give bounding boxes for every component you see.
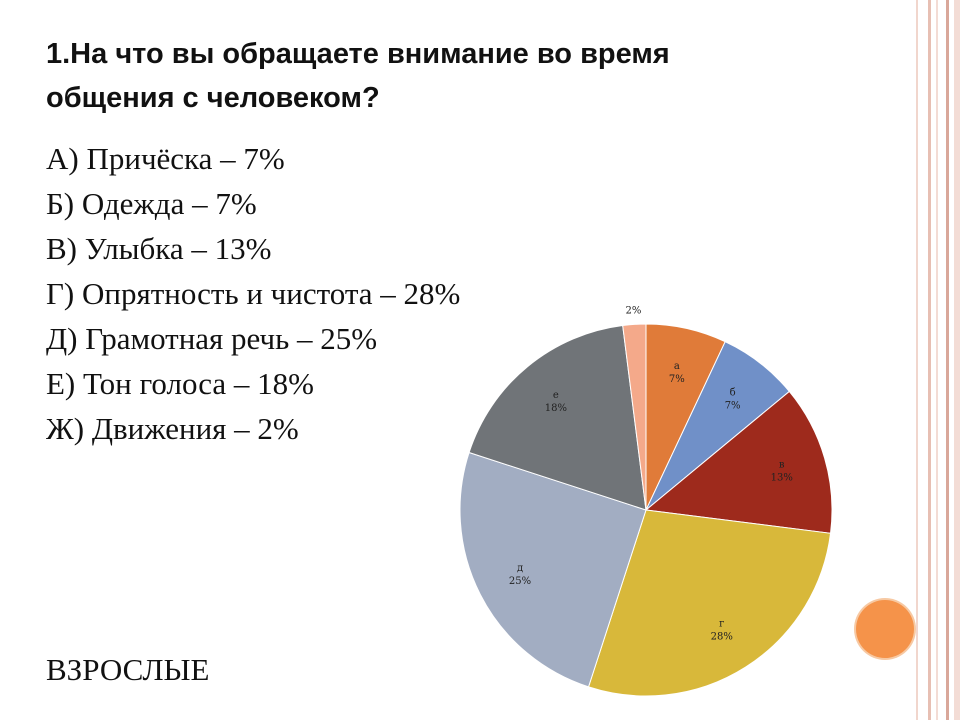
slice-percent-label: 18% bbox=[545, 403, 567, 414]
slice-percent-label: 7% bbox=[725, 400, 741, 411]
frame-stripe bbox=[916, 0, 918, 720]
slice-percent-label: 13% bbox=[771, 473, 793, 484]
slice-label-group: г 28% bbox=[711, 618, 733, 642]
slice-label-group: 2% bbox=[626, 305, 642, 316]
pie-slice bbox=[587, 509, 832, 697]
slice-label-group: е 18% bbox=[545, 390, 567, 414]
slice-letter-label: в bbox=[779, 460, 785, 471]
pie-slice bbox=[644, 390, 833, 534]
slice-letter-label: е bbox=[553, 390, 559, 401]
answer-item: Г) Опрятность и чистота – 28% bbox=[46, 276, 461, 311]
answer-list: А) Причёска – 7% Б) Одежда – 7% В) Улыбк… bbox=[46, 136, 460, 451]
slice-label-group: б 7% bbox=[725, 387, 741, 411]
pie-slice bbox=[468, 324, 647, 511]
pie-slice bbox=[622, 323, 647, 511]
slice-label-group: в 13% bbox=[771, 460, 793, 484]
page-title: 1.На что вы обращаете внимание во время … bbox=[46, 38, 670, 114]
answer-item: В) Улыбка – 13% bbox=[46, 231, 272, 266]
frame-stripe bbox=[946, 0, 949, 720]
slice-letter-label: б bbox=[730, 387, 736, 398]
answer-item: Е) Тон голоса – 18% bbox=[46, 366, 314, 401]
frame-stripe bbox=[936, 0, 938, 720]
frame-stripe bbox=[954, 0, 960, 720]
answer-item: Д) Грамотная речь – 25% bbox=[46, 321, 378, 356]
slice-percent-label: 2% bbox=[626, 305, 642, 316]
frame-stripe bbox=[928, 0, 931, 720]
slice-label-group: а 7% bbox=[669, 361, 685, 385]
slice-percent-label: 25% bbox=[509, 576, 531, 587]
slice-letter-label: д bbox=[517, 563, 523, 574]
slice-percent-label: 28% bbox=[711, 631, 733, 642]
answer-item: А) Причёска – 7% bbox=[46, 141, 285, 176]
pie-slice bbox=[459, 451, 647, 688]
slice-letter-label: г bbox=[719, 618, 724, 629]
slice-letter-label: а bbox=[674, 361, 680, 372]
slice-label-group: д 25% bbox=[509, 563, 531, 587]
answer-item: Ж) Движения – 2% bbox=[46, 411, 299, 446]
decorative-orange-circle bbox=[856, 600, 914, 658]
slice-percent-label: 7% bbox=[669, 374, 685, 385]
answer-item: Б) Одежда – 7% bbox=[46, 186, 257, 221]
group-label: ВЗРОСЛЫЕ bbox=[46, 652, 210, 687]
